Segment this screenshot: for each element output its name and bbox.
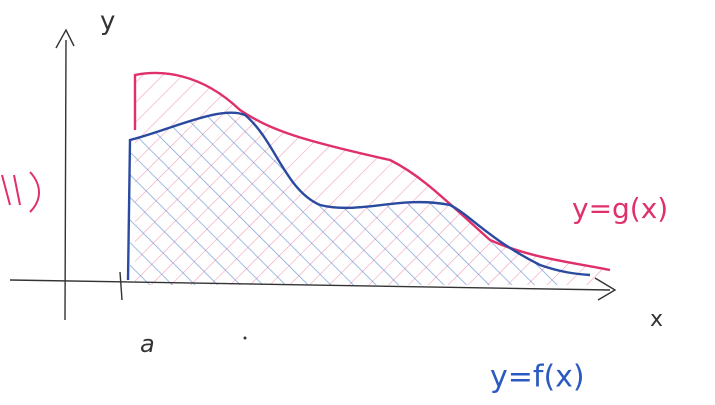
f-label: y=f(x) (490, 360, 585, 395)
x-axis-label: x (650, 307, 663, 332)
point-label: a (140, 330, 155, 358)
y-axis-label: y (100, 7, 115, 37)
hatching (130, 73, 610, 285)
g-label: y=g(x) (572, 192, 668, 225)
dot (244, 337, 247, 340)
left-scribble (2, 172, 39, 212)
diagram: y a x y=g(x) y=f(x) (0, 0, 715, 405)
